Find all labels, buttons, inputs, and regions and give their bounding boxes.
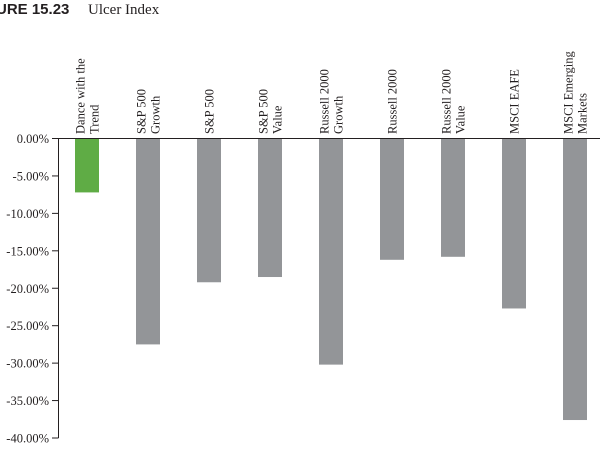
category-label-line: Dance with the bbox=[74, 58, 88, 134]
category-label-line: S&P 500 bbox=[135, 89, 149, 134]
y-tick-label: -25.00% bbox=[6, 319, 49, 333]
category-label: S&P 500 Growth bbox=[135, 89, 163, 134]
category-label-line: S&P 500 bbox=[257, 89, 271, 134]
category-label-line: Value bbox=[454, 105, 468, 134]
bars-group bbox=[75, 139, 587, 421]
category-label-line: Trend bbox=[88, 104, 102, 134]
y-tick-label: -30.00% bbox=[6, 357, 49, 371]
y-tick-label: -20.00% bbox=[6, 282, 49, 296]
bar bbox=[136, 139, 160, 345]
y-tick-label: -40.00% bbox=[6, 432, 49, 446]
bar bbox=[563, 139, 587, 421]
category-label-line: Value bbox=[271, 105, 285, 134]
category-label-line: Russell 2000 bbox=[440, 69, 454, 134]
category-label-line: MSCI EAFE bbox=[508, 69, 522, 134]
bar bbox=[502, 139, 526, 309]
chart-title: Ulcer Index bbox=[88, 2, 160, 18]
bar bbox=[441, 139, 465, 257]
category-label-line: Markets bbox=[576, 93, 590, 134]
category-label: Dance with the Trend bbox=[74, 58, 102, 134]
bar bbox=[75, 139, 99, 193]
category-labels: Dance with the Trend S&P 500 Growth S&P 500 S… bbox=[74, 50, 590, 134]
category-label: MSCI EAFE bbox=[508, 69, 522, 134]
bar bbox=[380, 139, 404, 260]
category-label-line: MSCI Emerging bbox=[562, 50, 576, 134]
bar bbox=[319, 139, 343, 365]
category-label: Russell 2000 Growth bbox=[318, 69, 346, 134]
y-tick-label: -35.00% bbox=[6, 394, 49, 408]
y-tick-label: 0.00% bbox=[17, 132, 49, 146]
category-label-line: Growth bbox=[149, 95, 163, 134]
bar bbox=[258, 139, 282, 278]
category-label-line: S&P 500 bbox=[203, 89, 217, 134]
category-label: Russell 2000 Value bbox=[440, 69, 468, 134]
category-label-line: Russell 2000 bbox=[318, 69, 332, 134]
bar bbox=[197, 139, 221, 283]
category-label: Russell 2000 bbox=[386, 69, 400, 134]
y-tick-label: -10.00% bbox=[6, 207, 49, 221]
category-label: MSCI Emerging Markets bbox=[562, 50, 590, 134]
category-label-line: Russell 2000 bbox=[386, 69, 400, 134]
y-tick-label: -15.00% bbox=[6, 244, 49, 258]
category-label: S&P 500 bbox=[203, 89, 217, 134]
figure-number: URE 15.23 bbox=[0, 1, 69, 18]
y-axis-ticks: 0.00% -5.00% -10.00% -15.00% -20.00% -25.00% -… bbox=[6, 132, 59, 446]
y-tick-label: -5.00% bbox=[13, 169, 49, 183]
category-label-line: Growth bbox=[332, 95, 346, 134]
category-label: S&P 500 Value bbox=[257, 89, 285, 134]
